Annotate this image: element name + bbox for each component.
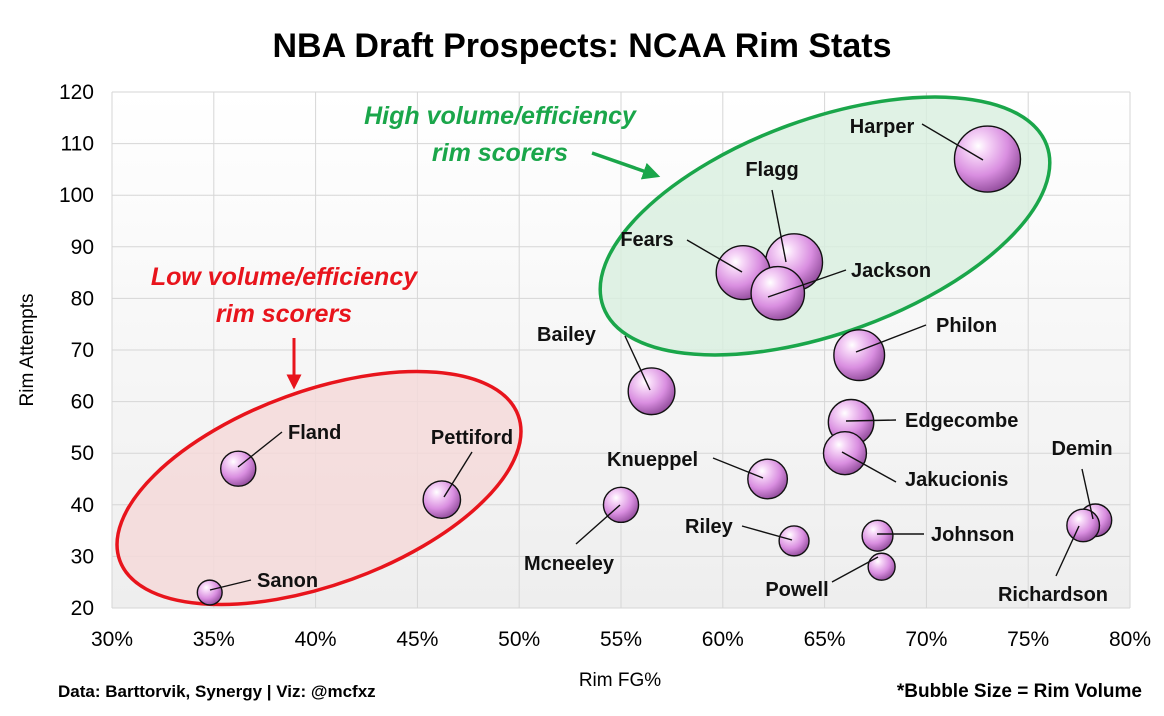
x-tick-label: 35% [193, 628, 235, 651]
leader-bailey [624, 335, 651, 391]
leader-powell [831, 556, 879, 583]
y-axis-title: Rim Attempts [17, 294, 38, 407]
leader-demin [1081, 468, 1094, 520]
high-volume-region [598, 95, 1052, 357]
label-knueppel: Knueppel [607, 449, 698, 471]
label-jackson: Jackson [851, 260, 931, 282]
leader-richardson [1055, 525, 1080, 577]
label-jakucionis: Jakucionis [905, 469, 1008, 491]
label-edgecombe: Edgecombe [905, 410, 1018, 432]
leader-philon [855, 324, 927, 353]
label-sanon: Sanon [257, 570, 318, 592]
y-tick-label: 20 [71, 597, 94, 620]
label-harper: Harper [850, 116, 915, 138]
y-tick-label: 100 [59, 184, 94, 207]
y-tick-label: 70 [71, 339, 94, 362]
leader-jackson [767, 269, 847, 298]
leader-harper [921, 123, 984, 161]
y-tick-label: 30 [71, 545, 94, 568]
bubble-johnson [861, 519, 894, 552]
bubble-mcneeley [602, 486, 640, 524]
low-volume-annotation-line2: rim scorers [216, 300, 352, 328]
source-credit: Data: Barttorvik, Synergy | Viz: @mcfxz [58, 682, 376, 701]
bubbles [196, 125, 1113, 606]
leader-fears [686, 239, 743, 273]
bubble-pettiford [422, 480, 462, 520]
label-pettiford: Pettiford [431, 427, 513, 449]
label-fears: Fears [620, 229, 673, 251]
label-fland: Fland [288, 422, 341, 444]
x-axis-ticks: 30% 35% 40% 45% 50% 55% 60% 65% 70% 75% 80% [91, 628, 1151, 651]
leader-fland [237, 431, 283, 468]
x-tick-label: 70% [905, 628, 947, 651]
leader-jakucionis [841, 451, 897, 483]
leader-sanon [209, 579, 252, 591]
chart-title: NBA Draft Prospects: NCAA Rim Stats [272, 27, 891, 65]
label-riley: Riley [685, 516, 734, 538]
x-tick-label: 80% [1109, 628, 1151, 651]
leader-flagg [771, 189, 787, 263]
high-volume-arrow [591, 151, 661, 180]
bubble-size-note: *Bubble Size = Rim Volume [897, 681, 1142, 702]
bubble-richardson [1066, 508, 1101, 543]
leader-pettiford [443, 451, 473, 498]
y-tick-label: 60 [71, 391, 94, 414]
label-johnson: Johnson [931, 524, 1014, 546]
x-tick-label: 30% [91, 628, 133, 651]
bubble-harper [953, 125, 1022, 193]
label-powell: Powell [765, 579, 828, 601]
y-tick-label: 120 [59, 81, 94, 104]
label-mcneeley: Mcneeley [524, 553, 615, 575]
bubble-riley [778, 525, 810, 557]
y-tick-label: 80 [71, 287, 94, 310]
label-flagg: Flagg [745, 159, 798, 181]
leader-riley [741, 525, 793, 541]
y-tick-label: 50 [71, 442, 94, 465]
x-tick-label: 40% [295, 628, 337, 651]
low-volume-region [115, 369, 523, 607]
label-philon: Philon [936, 315, 997, 337]
bubble-powell [867, 552, 896, 581]
low-volume-annotation-line1: Low volume/efficiency [151, 263, 418, 291]
y-tick-label: 90 [71, 236, 94, 259]
leader-knueppel [712, 457, 764, 479]
y-tick-label: 40 [71, 494, 94, 517]
label-leader-lines [209, 123, 1094, 591]
high-volume-annotation-line1: High volume/efficiency [364, 102, 637, 130]
y-tick-label: 110 [61, 133, 94, 156]
x-tick-label: 75% [1007, 628, 1049, 651]
leader-mcneeley [575, 504, 621, 545]
bubble-bailey [627, 367, 676, 416]
bubble-philon [833, 329, 886, 382]
high-volume-annotation-line2: rim scorers [432, 139, 568, 167]
bubble-knueppel [747, 458, 789, 500]
x-tick-label: 60% [702, 628, 744, 651]
label-demin: Demin [1051, 438, 1112, 460]
leader-edgecombe [845, 419, 897, 422]
x-tick-label: 65% [804, 628, 846, 651]
bubble-sanon [196, 579, 223, 606]
x-tick-label: 45% [396, 628, 438, 651]
label-bailey: Bailey [537, 324, 597, 346]
x-axis-title: Rim FG% [579, 670, 661, 691]
x-tick-label: 50% [498, 628, 540, 651]
label-richardson: Richardson [998, 584, 1108, 606]
point-labels: Harper Flagg Fears Jackson Philon Bailey Edgec… [257, 116, 1113, 606]
y-axis-ticks: 20 30 40 50 60 70 80 90 100 110 120 [59, 81, 94, 620]
x-tick-label: 55% [600, 628, 642, 651]
